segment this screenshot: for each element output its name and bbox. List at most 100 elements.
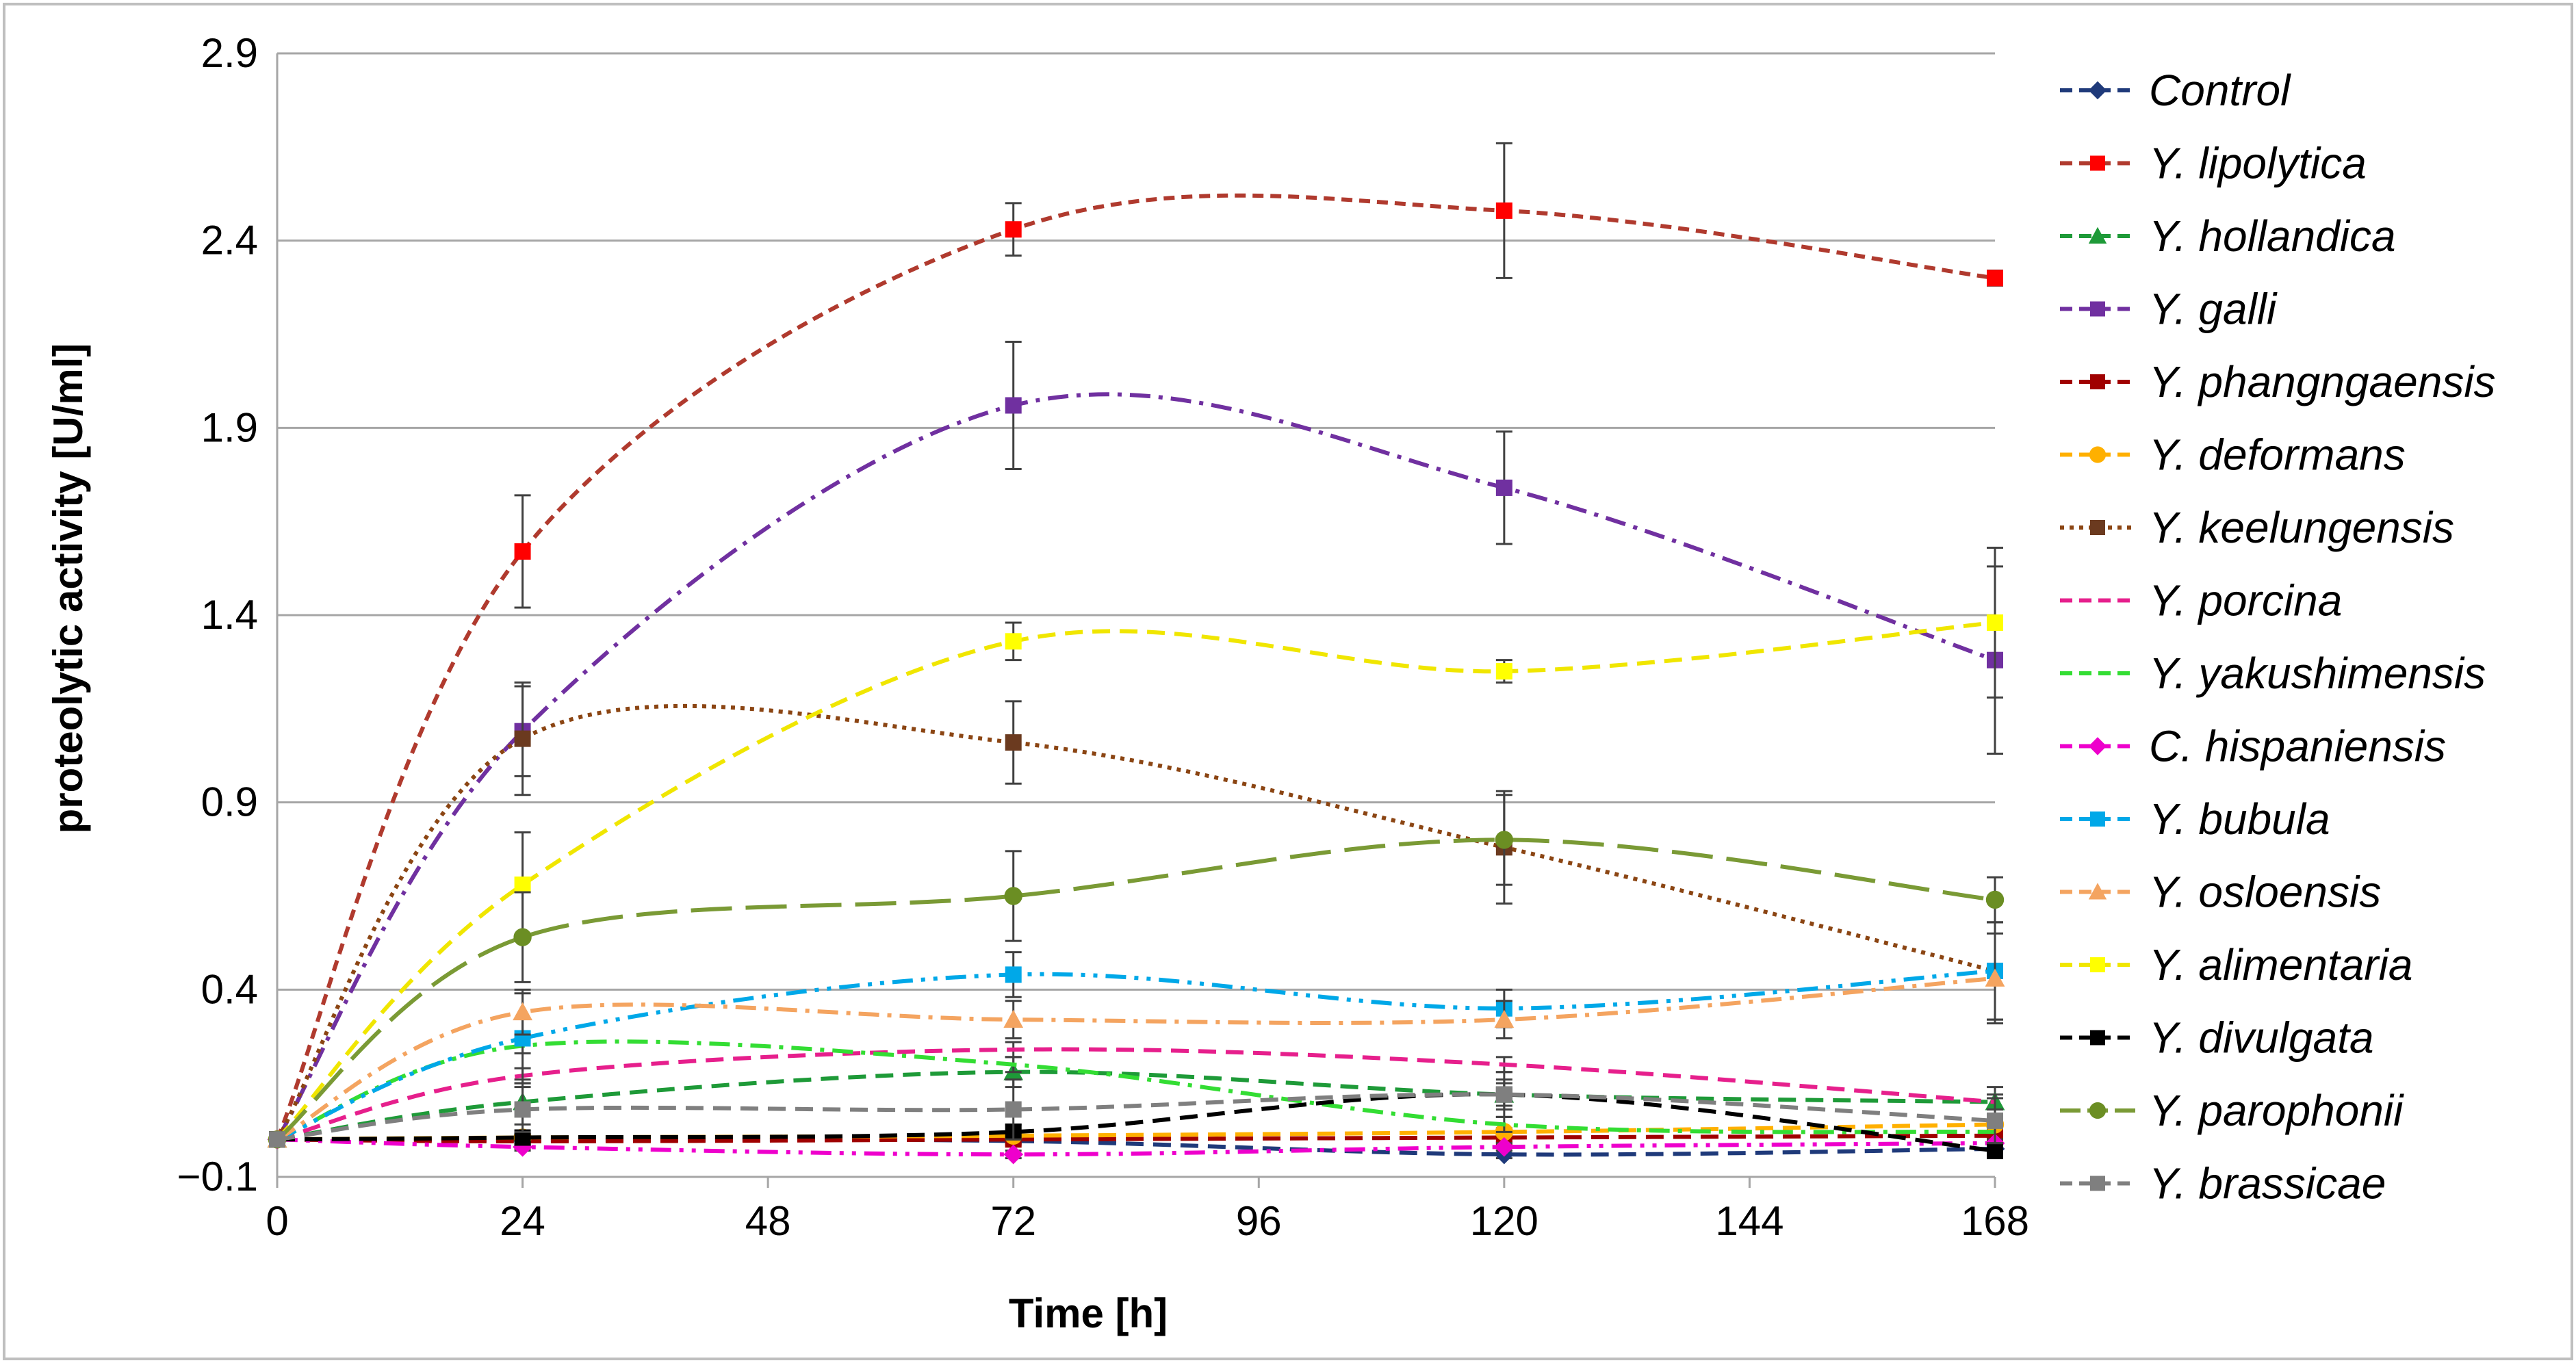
legend-entry: Y. osloensis (2060, 868, 2381, 917)
y-tick-label: 0.9 (201, 779, 258, 825)
x-tick-label: 24 (500, 1198, 545, 1244)
legend: Control Y. lipolytica Y. hollandica Y. gall… (2060, 66, 2496, 1208)
y-tick-label: 1.4 (201, 592, 258, 638)
series-line (276, 1069, 1996, 1142)
legend-label: Y. galli (2149, 285, 2278, 334)
data-point (514, 543, 531, 560)
data-point (1494, 1137, 1515, 1157)
legend-swatch-marker (2090, 1176, 2105, 1191)
series-line (275, 703, 1996, 1141)
legend-label: Y. yakushimensis (2149, 649, 2486, 698)
x-tick-label: 96 (1236, 1198, 1282, 1244)
series-line (276, 1137, 1996, 1157)
legend-swatch-marker (2090, 957, 2105, 972)
data-point (1495, 831, 1514, 849)
series-line (275, 620, 1996, 1141)
series-line (276, 1039, 1996, 1142)
x-tick-label: 72 (990, 1198, 1036, 1244)
legend-swatch-marker (2088, 226, 2107, 244)
y-tick-label: 0.4 (201, 966, 258, 1012)
data-point (514, 1101, 531, 1118)
legend-label: Control (2149, 66, 2291, 115)
legend-swatch-marker (2088, 81, 2107, 100)
data-point (1495, 479, 1512, 496)
series-group (269, 1071, 2003, 1148)
data-point (513, 1002, 532, 1021)
x-axis-title: Time [h] (1009, 1290, 1168, 1336)
legend-swatch-marker (2088, 883, 2107, 900)
legend-label: Y. osloensis (2149, 868, 2381, 917)
data-point (1003, 1009, 1024, 1028)
legend-label: Y. alimentaria (2149, 940, 2412, 989)
legend-entry: Y. deformans (2060, 430, 2406, 480)
legend-entry: Y. bubula (2060, 794, 2330, 844)
legend-entry: Y. brassicae (2060, 1159, 2386, 1208)
data-point (1004, 887, 1022, 905)
data-point (1005, 734, 1022, 751)
legend-label: Y. bubula (2149, 794, 2330, 844)
series-line (276, 1092, 1996, 1142)
series-line (275, 193, 1996, 1141)
y-tick-label: −0.1 (177, 1154, 258, 1199)
series-line (276, 1133, 1996, 1144)
data-point (1495, 1086, 1512, 1103)
legend-swatch-marker (2088, 737, 2107, 755)
legend-entry: Y. alimentaria (2060, 940, 2412, 989)
series-line (276, 838, 1996, 1141)
data-point (1987, 614, 2003, 631)
legend-entry: Y. galli (2060, 285, 2278, 334)
data-point (1005, 966, 1022, 983)
series-line (276, 1092, 1996, 1153)
series-area (267, 142, 2005, 1165)
legend-label: Y. phangngaensis (2149, 357, 2496, 406)
legend-swatch-marker (2090, 520, 2105, 535)
legend-label: Y. porcina (2149, 576, 2342, 625)
y-axis-title: proteolytic activity [U/ml] (45, 343, 91, 834)
data-point (1495, 202, 1512, 219)
legend-swatch-marker (2090, 812, 2105, 827)
legend-entry: Y. parophonii (2060, 1086, 2404, 1135)
chart-border (3, 3, 2573, 1360)
data-point (1005, 633, 1022, 650)
x-tick-label: 144 (1715, 1198, 1783, 1244)
legend-label: C. hispaniensis (2149, 722, 2446, 771)
x-tick-label: 0 (266, 1198, 288, 1244)
y-tick-label: 2.9 (201, 30, 258, 76)
data-point (514, 877, 531, 894)
legend-entry: Y. porcina (2060, 576, 2342, 625)
legend-entry: Y. keelungensis (2060, 503, 2454, 552)
legend-entry: Y. lipolytica (2060, 139, 2367, 188)
legend-swatch-marker (2089, 446, 2107, 463)
data-point (514, 730, 531, 747)
legend-label: Y. divulgata (2149, 1013, 2374, 1063)
data-point (1003, 1144, 1024, 1165)
x-tick-label: 168 (1961, 1198, 2029, 1244)
legend-swatch-marker (2090, 374, 2105, 389)
data-point (1494, 1009, 1515, 1028)
grid (277, 52, 1995, 991)
legend-entry: Y. hollandica (2060, 211, 2396, 261)
data-point (1985, 890, 2005, 909)
legend-label: Y. parophonii (2149, 1086, 2404, 1135)
legend-label: Y. brassicae (2149, 1159, 2386, 1208)
legend-label: Y. keelungensis (2149, 503, 2454, 552)
data-point (269, 1131, 285, 1148)
legend-label: Y. hollandica (2149, 211, 2396, 261)
series-line (276, 976, 1996, 1141)
data-point (1005, 221, 1022, 238)
legend-swatch-marker (2090, 1030, 2105, 1046)
data-point (1005, 1101, 1022, 1118)
series-group (269, 546, 2003, 1148)
data-point (1005, 397, 1022, 414)
legend-swatch-marker (2090, 155, 2105, 171)
legend-label: Y. deformans (2149, 430, 2406, 480)
data-point (1987, 1142, 2003, 1159)
axes: −0.1 0.4 0.9 1.4 1.9 2.4 2.9 0 24 48 72 96 120 144 168 (177, 30, 2030, 1244)
data-point (1985, 968, 2005, 987)
legend-label: Y. lipolytica (2149, 139, 2367, 188)
data-point (1987, 270, 2003, 287)
data-point (1495, 663, 1512, 680)
data-point (513, 1137, 532, 1157)
